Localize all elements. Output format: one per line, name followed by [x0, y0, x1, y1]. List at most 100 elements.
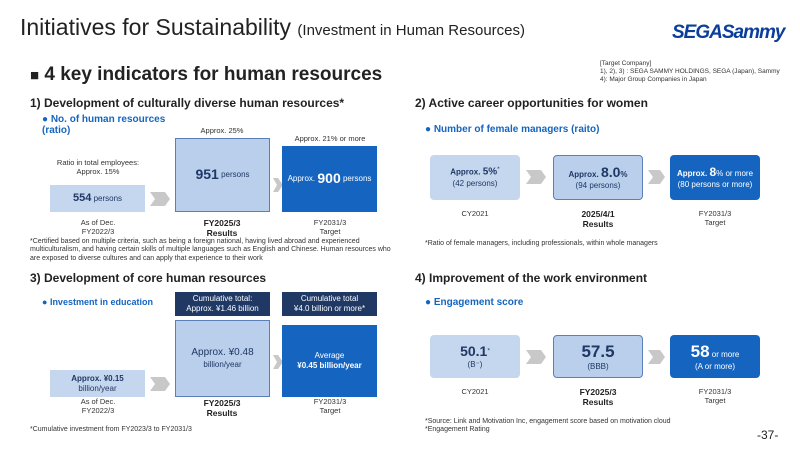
value: 951: [195, 166, 219, 183]
value: 58: [690, 341, 710, 361]
x-label: As of Dec. FY2022/3: [48, 397, 148, 415]
box: Approx. 8% or more (80 persons or more): [670, 155, 760, 200]
text: Approx.: [450, 167, 481, 177]
text: Target: [704, 218, 726, 227]
subtitle: (Investment in Human Resources): [297, 22, 525, 39]
unit: %: [620, 169, 628, 179]
text: (80 persons or more): [677, 180, 753, 189]
box: Approx. ¥0.48 billion/year: [175, 320, 270, 397]
value: 50.1: [460, 342, 488, 359]
x-label: FY2031/3 Target: [280, 218, 380, 236]
bullet: ● Investment in education: [42, 297, 153, 307]
value: 57.5: [581, 341, 615, 361]
text: Target: [319, 227, 341, 236]
text: Cumulative total: [300, 294, 359, 303]
text: Approx. ¥1.46 billion: [186, 304, 259, 313]
text: *Source: Link and Motivation Inc, engage…: [425, 418, 671, 425]
text: FY2022/3: [81, 406, 115, 415]
text: Approx. ¥0.48: [191, 347, 254, 359]
text: ¥0.45 billion/year: [297, 361, 362, 370]
text: FY2025/3: [203, 398, 241, 408]
text: Target: [704, 396, 726, 405]
text: Cumulative total:: [192, 294, 253, 303]
top-label: Approx. 21% or more: [294, 134, 366, 143]
text: Target: [319, 406, 341, 415]
note-line: 4): Major Group Companies in Japan: [600, 75, 707, 83]
section-title: 2) Active career opportunities for women: [415, 96, 648, 110]
text: Results: [582, 219, 614, 230]
box: Approx. 8.0% (94 persons): [553, 155, 643, 200]
box: 50.1* (B⁻): [430, 335, 520, 378]
text: (B⁻): [467, 360, 483, 370]
text: (94 persons): [575, 181, 621, 191]
text: FY2031/3: [698, 387, 732, 396]
text: (42 persons): [452, 179, 498, 189]
unit: persons: [93, 193, 123, 203]
footnote: *Cumulative investment from FY2023/3 to …: [30, 426, 192, 433]
bullet-text: Number of female managers (raito): [433, 124, 600, 135]
text: As of Dec.: [80, 218, 116, 227]
box: 951 persons: [175, 138, 270, 212]
text: Approx.: [287, 174, 316, 183]
footnote: *Ratio of female managers, including pro…: [425, 240, 658, 247]
text: Results: [582, 397, 614, 408]
text: FY2031/3: [313, 397, 347, 406]
text: FY2025/3: [579, 387, 617, 397]
top-label: Approx. 25%: [200, 126, 244, 135]
box: Approx. 900 persons: [282, 146, 377, 212]
bullet: ● Engagement score: [425, 297, 524, 308]
text: FY2025/3: [203, 218, 241, 228]
box: Average ¥0.45 billion/year: [282, 325, 377, 397]
value: 8.0: [600, 163, 621, 180]
text: Approx.: [676, 169, 708, 178]
x-label: FY2025/3 Results: [172, 218, 272, 238]
text: or more: [711, 349, 740, 359]
text: Ratio in total employees:: [56, 158, 140, 167]
heading: ■ 4 key indicators for human resources: [30, 64, 383, 85]
x-label: As of Dec. FY2022/3: [48, 218, 148, 236]
section-title: 1) Development of culturally diverse hum…: [30, 96, 345, 110]
note-line: 1), 2), 3) : SEGA SAMMY HOLDINGS, SEGA (…: [600, 67, 780, 75]
text: 2025/4/1: [581, 209, 615, 219]
x-label: 2025/4/1 Results: [548, 209, 648, 229]
x-label: FY2031/3 Target: [280, 397, 380, 415]
callout: Cumulative total ¥4.0 billion or more*: [282, 292, 377, 316]
text: Approx. 15%: [76, 167, 120, 176]
value: 5%: [482, 166, 498, 178]
text: (BBB): [587, 362, 609, 372]
box: 554 persons: [50, 185, 145, 212]
text: ¥4.0 billion or more*: [293, 304, 366, 313]
ratio-label: Ratio in total employees: Approx. 15%: [48, 158, 148, 176]
text: FY2031/3: [698, 209, 732, 218]
text: billion/year: [78, 383, 117, 393]
box: 57.5 (BBB): [553, 335, 643, 378]
bullet: ● No. of human resources (ratio): [42, 114, 166, 136]
text: FY2031/3: [313, 218, 347, 227]
text: Approx. ¥0.15: [71, 373, 124, 383]
section-title: 3) Development of core human resources: [30, 271, 267, 285]
unit: persons: [342, 174, 372, 183]
value: 554: [72, 191, 92, 204]
bullet-text: Engagement score: [433, 297, 524, 308]
title: Initiatives for Sustainability: [20, 14, 292, 40]
text: Approx.: [568, 169, 599, 179]
heading-text: 4 key indicators for human resources: [44, 64, 383, 85]
x-label: CY2021: [461, 387, 489, 396]
x-label: FY2031/3 Target: [665, 209, 765, 227]
box: Approx. 5%* (42 persons): [430, 155, 520, 200]
x-label: CY2021: [461, 209, 489, 218]
unit: % or more: [716, 169, 754, 178]
text: *Engagement Rating: [425, 426, 490, 434]
note-line: [Target Company]: [600, 60, 652, 67]
text: (A or more): [694, 362, 735, 372]
x-label: FY2025/3 Results: [172, 398, 272, 418]
footnote: *Source: Link and Motivation Inc, engage…: [425, 418, 671, 435]
text: billion/year: [203, 359, 242, 369]
mark: *: [497, 165, 500, 173]
text: Results: [206, 228, 238, 239]
bullet: ● Number of female managers (raito): [425, 124, 600, 135]
bullet-text: No. of human resources (ratio): [42, 114, 166, 136]
bullet-text: Investment in education: [49, 297, 153, 307]
